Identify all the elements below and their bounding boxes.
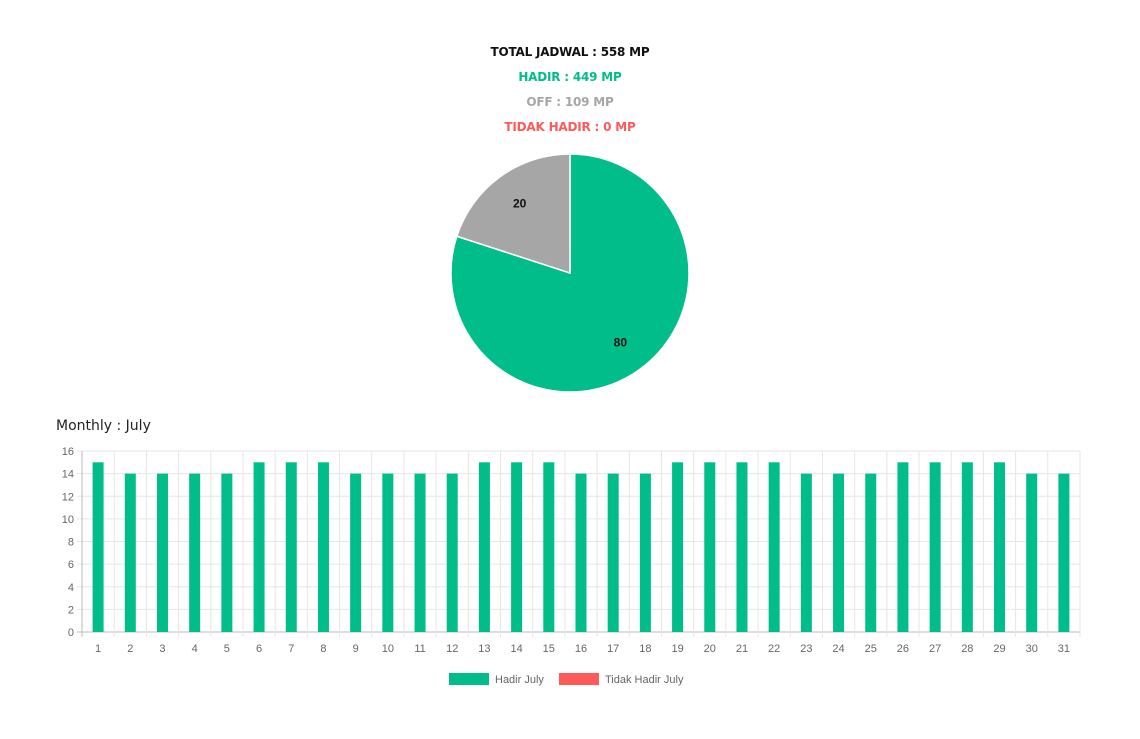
x-tick-label: 18 [639,643,651,655]
x-tick-label: 17 [607,643,619,655]
off-count-text: OFF : 109 MP [526,95,614,109]
absent-count-text: TIDAK HADIR : 0 MP [504,120,636,134]
x-tick-label: 28 [961,643,973,655]
x-tick-label: 21 [736,643,748,655]
x-tick-label: 30 [1026,643,1038,655]
x-tick-label: 19 [671,643,683,655]
x-tick-label: 8 [320,643,326,655]
x-tick-label: 27 [929,643,941,655]
x-tick-label: 7 [288,643,294,655]
x-tick-label: 14 [510,643,522,655]
bar-hadir-day-21 [736,462,748,632]
x-tick-label: 22 [768,643,780,655]
y-tick-label: 4 [68,582,74,594]
bar-hadir-day-12 [446,473,458,632]
y-tick-label: 0 [68,627,74,639]
x-tick-label: 13 [478,643,490,655]
x-tick-label: 12 [446,643,458,655]
bar-hadir-day-5 [221,473,233,632]
bar-hadir-day-25 [865,473,877,632]
bar-hadir-day-20 [704,462,716,632]
present-count-text: HADIR : 449 MP [518,70,622,84]
x-tick-label: 29 [993,643,1005,655]
bar-hadir-day-29 [994,462,1006,632]
x-tick-label: 3 [159,643,165,655]
legend-swatch-hadir [449,673,489,685]
bar-hadir-day-6 [253,462,265,632]
x-tick-label: 11 [414,643,425,655]
bar-hadir-day-3 [156,473,168,632]
attendance-pie-chart: 80 20 [450,153,690,393]
bar-hadir-day-28 [961,462,973,632]
bar-hadir-day-13 [478,462,490,632]
x-tick-label: 2 [127,643,133,655]
bar-hadir-day-11 [414,473,426,632]
bar-hadir-day-24 [833,473,845,632]
x-tick-label: 24 [832,643,844,655]
legend-label-hadir: Hadir July [495,674,544,686]
bar-hadir-day-18 [639,473,651,632]
y-tick-label: 8 [68,537,74,549]
bar-hadir-day-10 [382,473,394,632]
x-tick-label: 10 [382,643,394,655]
x-tick-label: 20 [704,643,716,655]
total-schedule-text: TOTAL JADWAL : 558 MP [490,45,650,59]
bar-hadir-day-15 [543,462,555,632]
bar-hadir-day-16 [575,473,587,632]
bar-hadir-day-19 [672,462,684,632]
bar-hadir-day-2 [124,473,136,632]
y-tick-label: 16 [62,446,74,458]
x-tick-label: 9 [353,643,359,655]
bar-hadir-day-31 [1058,473,1070,632]
pie-slice-80 [450,153,690,393]
bar-hadir-day-17 [607,473,619,632]
x-tick-label: 5 [224,643,230,655]
bar-hadir-day-30 [1026,473,1038,632]
pie-label-80: 80 [614,335,628,349]
y-tick-label: 2 [68,604,74,616]
y-tick-label: 12 [62,491,74,503]
attendance-summary: TOTAL JADWAL : 558 MP HADIR : 449 MP OFF… [0,40,1140,140]
x-tick-label: 23 [800,643,812,655]
bar-hadir-day-23 [800,473,812,632]
bar-hadir-day-27 [929,462,941,632]
x-tick-label: 26 [897,643,909,655]
legend-swatch-tidak-hadir [559,673,599,685]
x-tick-label: 6 [256,643,262,655]
y-tick-label: 14 [62,469,74,481]
monthly-title: Monthly : July [56,418,151,434]
x-tick-label: 15 [543,643,555,655]
x-tick-label: 25 [865,643,877,655]
bar-hadir-day-8 [317,462,329,632]
bar-hadir-day-14 [511,462,523,632]
y-tick-label: 10 [62,514,74,526]
bar-hadir-day-4 [189,473,201,632]
x-tick-label: 31 [1058,643,1070,655]
bar-hadir-day-22 [768,462,780,632]
x-tick-label: 4 [192,643,198,655]
y-tick-label: 6 [68,559,74,571]
legend-label-tidak-hadir: Tidak Hadir July [605,674,684,686]
pie-label-20: 20 [513,197,527,211]
bar-hadir-day-1 [92,462,104,632]
bar-hadir-day-26 [897,462,909,632]
bar-hadir-day-9 [350,473,362,632]
pie-slice-20 [455,153,571,275]
x-tick-label: 16 [575,643,587,655]
x-tick-label: 1 [95,643,101,655]
bar-hadir-day-7 [285,462,297,632]
